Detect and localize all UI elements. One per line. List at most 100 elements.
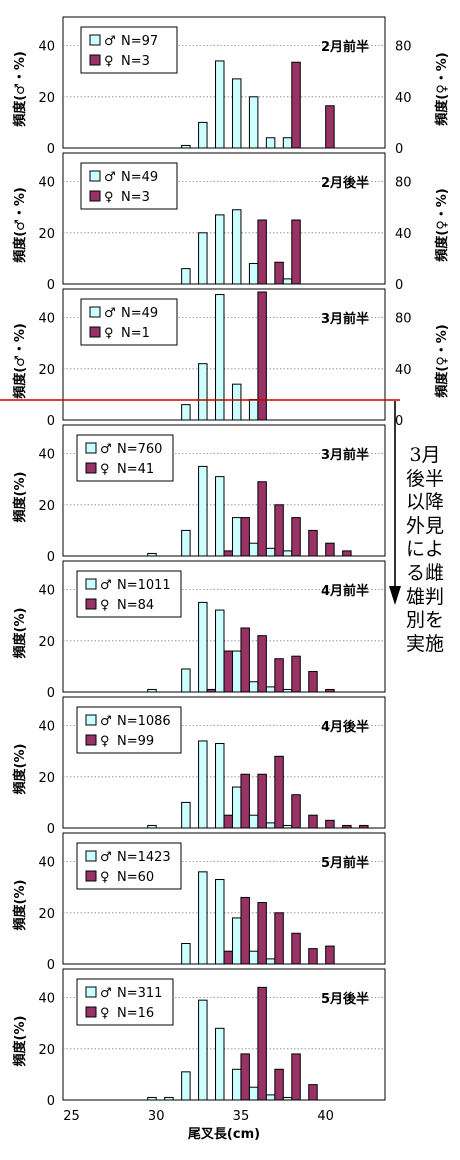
panel-3: 0 20 40 0 40 80 頻度(♂・%) 頻度(♀・%) ♂ N=49 ♀ N=1 3月前半 <box>12 288 450 429</box>
female-bar <box>274 504 284 557</box>
female-bar <box>223 550 233 557</box>
legend: ♂ N=1086 ♀ N=99 <box>76 706 182 754</box>
male-bar <box>282 137 293 149</box>
male-bar <box>231 517 242 557</box>
male-bar <box>231 383 242 421</box>
legend-female-label: N=41 <box>117 462 154 477</box>
y2-axis-label: 頻度(♀・%) <box>434 324 450 397</box>
female-bar <box>308 1084 318 1101</box>
male-bar <box>282 278 293 285</box>
male-bar <box>248 399 259 421</box>
y2-tick-label: 80 <box>395 312 412 327</box>
male-bar <box>215 1027 225 1101</box>
y-tick-label: 20 <box>38 635 55 650</box>
female-bar <box>291 1053 301 1101</box>
female-bar <box>342 550 352 557</box>
male-bar <box>248 263 259 285</box>
male-bar <box>198 999 208 1101</box>
male-bar <box>265 686 276 693</box>
female-bar <box>223 650 233 693</box>
female-bar <box>257 986 267 1101</box>
y2-tick-label: 40 <box>395 227 412 242</box>
legend-male-label: N=1011 <box>117 578 171 593</box>
y-tick-label: 40 <box>38 312 55 327</box>
legend: ♂ N=311 ♀ N=16 <box>76 978 174 1026</box>
legend-female-symbol: ♀ <box>100 462 110 477</box>
legend-female-symbol: ♀ <box>100 734 110 749</box>
y2-tick-label: 0 <box>395 278 403 293</box>
y-axis-label: 頻度(%) <box>12 880 28 931</box>
legend-female-symbol: ♀ <box>104 190 114 205</box>
y-tick-label: 0 <box>47 958 55 973</box>
female-bar <box>291 517 301 557</box>
male-bar <box>147 688 157 693</box>
y-tick-label: 20 <box>38 907 55 922</box>
female-bar <box>308 948 318 965</box>
female-bar <box>223 950 233 965</box>
legend-male-label: N=1086 <box>117 714 171 729</box>
male-bar <box>181 1071 191 1101</box>
male-bar <box>265 822 276 829</box>
female-bar <box>257 902 267 965</box>
female-bar <box>257 773 267 829</box>
female-bar <box>257 481 267 557</box>
legend-female-label: N=84 <box>117 598 154 613</box>
y-tick-label: 20 <box>38 91 55 106</box>
legend-female-symbol: ♀ <box>100 598 110 613</box>
y2-tick-label: 40 <box>395 363 412 378</box>
y-axis-label: 頻度(%) <box>12 1016 28 1067</box>
legend-female-swatch <box>85 870 97 882</box>
y-tick-label: 0 <box>47 822 55 837</box>
y-tick-label: 20 <box>38 499 55 514</box>
x-tick-label: 30 <box>148 1109 165 1124</box>
male-bar <box>164 1096 174 1101</box>
female-bar <box>325 542 335 557</box>
legend-female-label: N=3 <box>121 190 150 205</box>
female-bar <box>274 755 284 829</box>
legend-female-swatch <box>89 326 101 338</box>
period-label: 5月後半 <box>321 991 369 1007</box>
y-tick-label: 0 <box>47 550 55 565</box>
y-tick-label: 40 <box>38 448 55 463</box>
male-bar <box>282 688 293 693</box>
y-axis-label: 頻度(%) <box>12 472 28 523</box>
y-tick-label: 0 <box>47 1094 55 1109</box>
panel-8: 0 20 40 頻度(%) ♂ N=311 ♀ N=16 5月後半 <box>12 968 386 1109</box>
x-tick-label: 25 <box>63 1109 80 1124</box>
male-bar <box>198 740 208 829</box>
female-bar <box>291 219 301 285</box>
female-bar <box>308 671 318 693</box>
legend-male-label: N=49 <box>121 170 158 185</box>
legend-female-swatch <box>85 462 97 474</box>
period-label: 2月後半 <box>321 175 369 191</box>
male-bar <box>181 801 191 829</box>
female-bar <box>291 655 301 693</box>
period-label: 4月前半 <box>321 583 369 599</box>
male-bar <box>181 943 191 965</box>
female-bar <box>240 517 250 557</box>
male-bar <box>198 871 208 965</box>
female-bar <box>257 635 267 693</box>
female-bar <box>291 794 301 829</box>
male-bar <box>231 1068 242 1101</box>
y2-axis-label: 頻度(♀・%) <box>434 188 450 261</box>
female-bar <box>342 824 352 829</box>
male-bar <box>215 476 225 557</box>
male-bar <box>231 786 242 829</box>
period-label: 4月後半 <box>321 719 369 735</box>
legend: ♂ N=1011 ♀ N=84 <box>76 570 182 618</box>
female-bar <box>291 932 301 965</box>
female-bar <box>240 896 250 965</box>
male-bar <box>147 824 157 829</box>
y2-tick-label: 0 <box>395 142 403 157</box>
legend-male-swatch <box>89 306 101 318</box>
male-bar <box>215 60 225 149</box>
male-bar <box>265 1094 276 1101</box>
y-axis-label: 頻度(♂・%) <box>12 51 28 127</box>
female-bar <box>240 773 250 829</box>
legend-male-swatch <box>85 850 97 862</box>
male-bar <box>181 404 191 421</box>
female-bar <box>257 219 267 285</box>
y-tick-label: 40 <box>38 176 55 191</box>
